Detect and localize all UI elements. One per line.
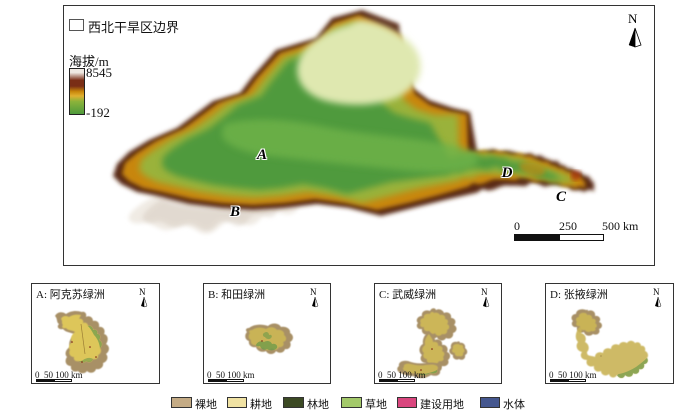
svg-text:N: N	[628, 12, 638, 26]
